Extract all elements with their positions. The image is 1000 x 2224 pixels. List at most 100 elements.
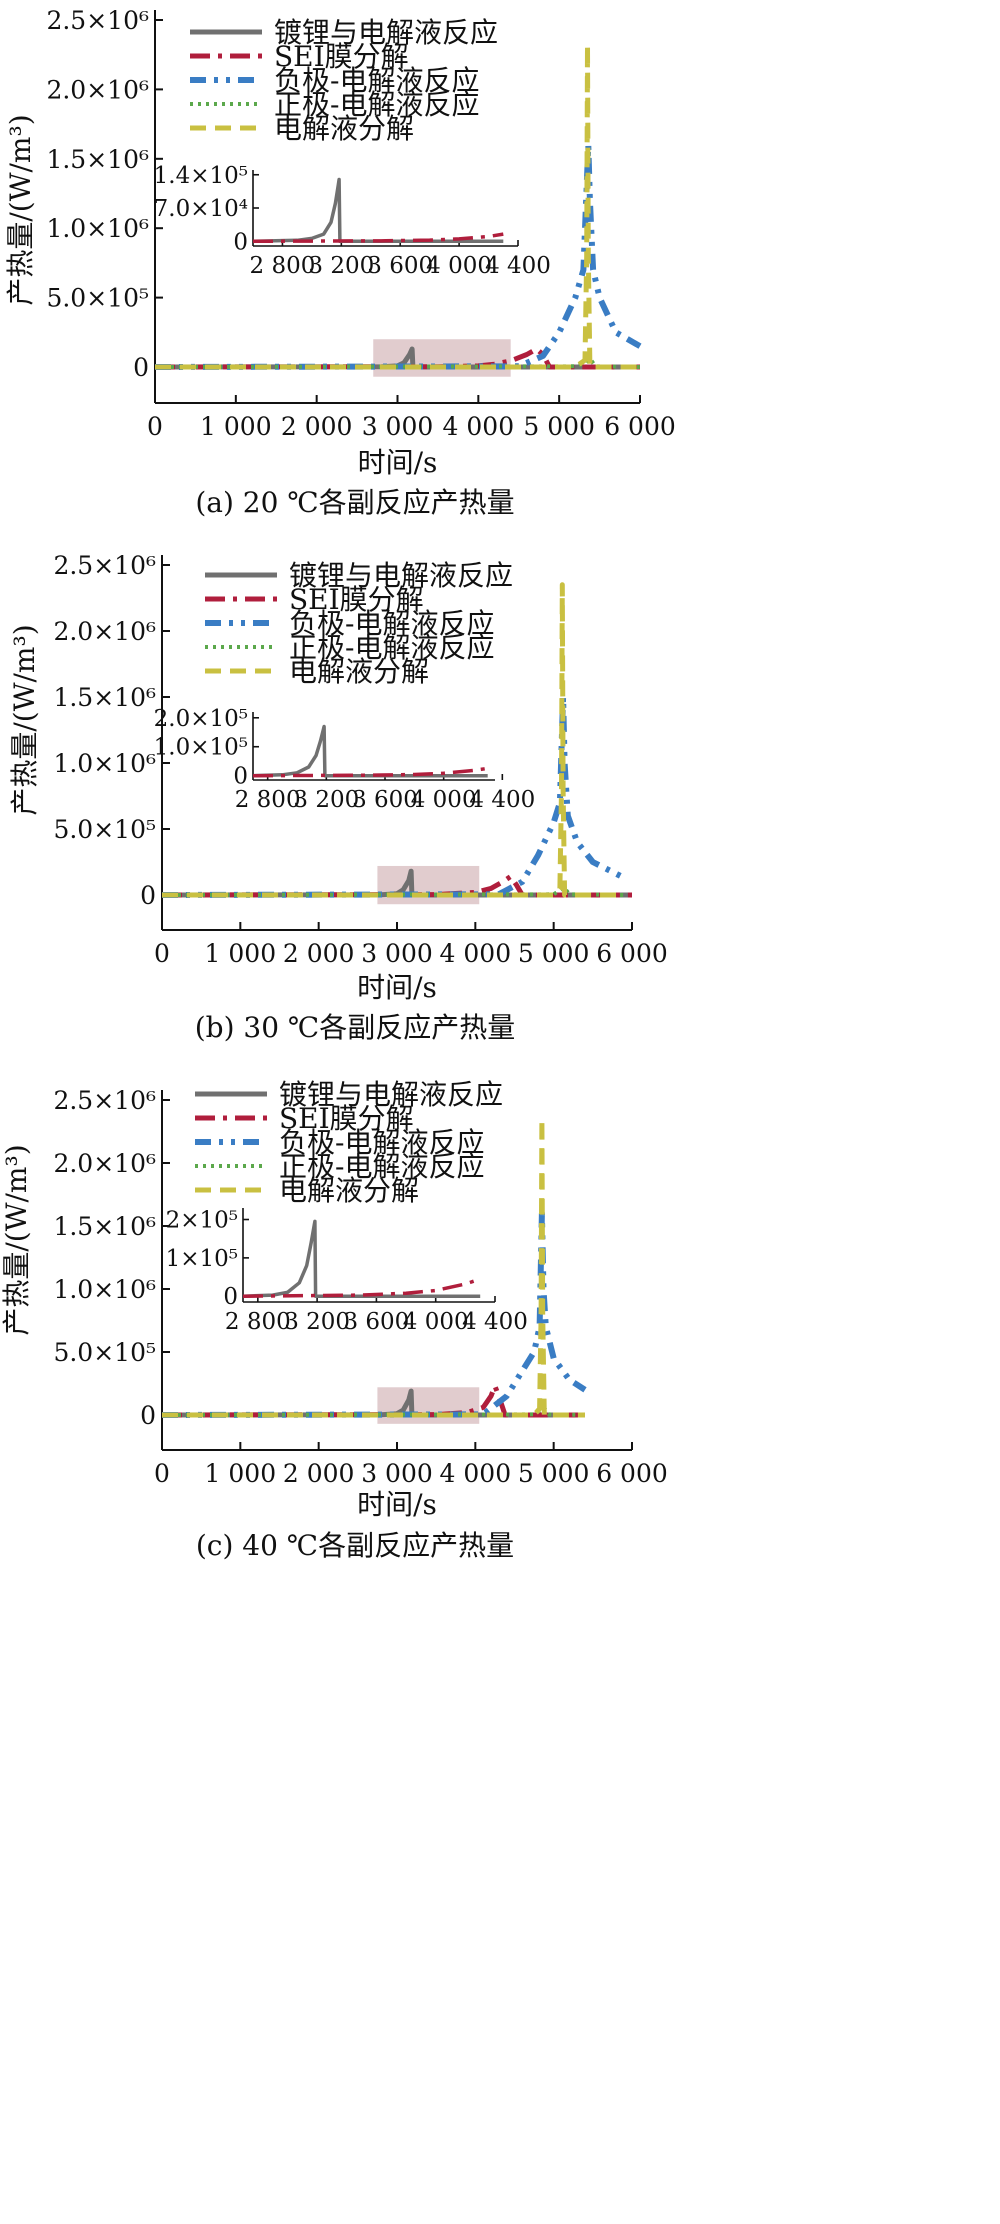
- inset-y-tick-label: 1.0×10⁵: [154, 735, 248, 761]
- x-tick-label: 1 000: [205, 939, 277, 968]
- x-tick-label: 3 000: [361, 939, 433, 968]
- y-axis-title: 产热量/(W/m³): [0, 1144, 33, 1335]
- legend-label-4: 正极-电解液反应: [274, 88, 479, 121]
- figure-caption: (a) 20 ℃各副反应产热量: [195, 486, 514, 519]
- series-line-3: [154, 141, 642, 370]
- y-tick-label: 2.5×10⁶: [53, 1086, 156, 1115]
- x-tick-label: 0: [147, 412, 163, 441]
- series-line-3: [161, 1210, 587, 1418]
- inset-x-tick-label: 4 400: [462, 1309, 528, 1335]
- x-tick-label: 4 000: [440, 939, 512, 968]
- y-tick-label: 5.0×10⁵: [53, 815, 156, 844]
- x-axis-title: 时间/s: [358, 446, 438, 479]
- inset-y-tick-label: 2.0×10⁵: [154, 706, 248, 732]
- y-tick-label: 1.5×10⁶: [53, 683, 156, 712]
- legend-label-5: 电解液分解: [289, 655, 429, 688]
- x-tick-label: 2 000: [283, 939, 355, 968]
- inset-x-tick-label: 3 200: [308, 253, 374, 279]
- inset-y-tick-label: 0: [233, 229, 248, 255]
- inset-x-tick-label: 4 000: [411, 787, 477, 813]
- x-tick-label: 6 000: [596, 939, 668, 968]
- inset-y-tick-label: 2×10⁵: [166, 1208, 238, 1234]
- inset-x-tick-label: 2 800: [235, 787, 301, 813]
- inset-x-tick-label: 3 200: [293, 787, 359, 813]
- y-tick-label: 2.5×10⁶: [53, 551, 156, 580]
- inset-series-line-1: [252, 724, 488, 778]
- inset-series-line-1: [252, 177, 504, 244]
- legend-label-1: 镀锂与电解液反应: [289, 559, 513, 592]
- inset-y-tick-label: 7.0×10⁴: [154, 196, 248, 222]
- x-tick-label: 5 000: [523, 412, 595, 441]
- chart-panel-c: 0 5.0×10⁵ 1.0×10⁶ 1.5×10⁶ 2.0×10⁶ 2.5×10⁶ 0 1 0…: [0, 1078, 668, 1562]
- inset-series-line-2: [242, 1277, 481, 1298]
- legend-label-5: 电解液分解: [274, 112, 414, 145]
- legend-label-1: 镀锂与电解液反应: [274, 16, 498, 49]
- legend-label-1: 镀锂与电解液反应: [279, 1078, 503, 1111]
- inset-series-line-2: [252, 766, 488, 778]
- legend-label-2: SEI膜分解: [274, 40, 409, 73]
- inset-x-tick-label: 2 800: [225, 1309, 291, 1335]
- x-tick-label: 5 000: [518, 1459, 590, 1488]
- x-tick-label: 2 000: [283, 1459, 355, 1488]
- y-tick-label: 1.0×10⁶: [53, 749, 156, 778]
- inset-y-tick-label: 0: [223, 1284, 238, 1310]
- inset-x-tick-label: 4 400: [469, 787, 535, 813]
- y-tick-label: 0: [133, 353, 149, 382]
- x-axis-title: 时间/s: [357, 1488, 437, 1521]
- y-tick-label: 2.0×10⁶: [53, 617, 156, 646]
- inset-y-tick-label: 0: [233, 764, 248, 790]
- y-tick-label: 2.0×10⁶: [53, 1149, 156, 1178]
- x-axis-title: 时间/s: [357, 971, 437, 1004]
- y-tick-label: 2.5×10⁶: [46, 6, 149, 35]
- legend-label-3: 负极-电解液反应: [274, 64, 479, 97]
- inset-x-tick-label: 2 800: [250, 253, 316, 279]
- inset-x-tick-label: 3 600: [343, 1309, 409, 1335]
- x-tick-label: 0: [154, 1459, 170, 1488]
- series-line-5: [155, 42, 640, 370]
- x-tick-label: 3 000: [362, 412, 434, 441]
- legend-label-4: 正极-电解液反应: [289, 631, 494, 664]
- x-tick-label: 3 000: [361, 1459, 433, 1488]
- chart-panel-b: 0 5.0×10⁵ 1.0×10⁶ 1.5×10⁶ 2.0×10⁶ 2.5×10⁶ 0 1 0…: [8, 551, 668, 1044]
- x-tick-label: 6 000: [604, 412, 676, 441]
- inset-x-tick-label: 4 000: [426, 253, 492, 279]
- inset-y-tick-label: 1×10⁵: [166, 1246, 238, 1272]
- highlight-region: [377, 1387, 480, 1424]
- x-tick-label: 0: [154, 939, 170, 968]
- inset-y-tick-label: 1.4×10⁵: [154, 163, 248, 189]
- x-tick-label: 2 000: [281, 412, 353, 441]
- y-tick-label: 1.0×10⁶: [53, 1275, 156, 1304]
- inset-x-tick-label: 4 000: [403, 1309, 469, 1335]
- inset-x-tick-label: 3 600: [352, 787, 418, 813]
- series-line-2: [161, 1383, 585, 1418]
- y-tick-label: 1.0×10⁶: [46, 214, 149, 243]
- legend-label-3: 负极-电解液反应: [279, 1126, 484, 1159]
- legend-label-2: SEI膜分解: [279, 1102, 414, 1135]
- x-tick-label: 6 000: [596, 1459, 668, 1488]
- x-tick-label: 4 000: [443, 412, 515, 441]
- legend-label-5: 电解液分解: [279, 1174, 419, 1207]
- figure-caption: (b) 30 ℃各副反应产热量: [195, 1011, 516, 1044]
- inset-series-line-2: [252, 232, 504, 244]
- x-tick-label: 4 000: [440, 1459, 512, 1488]
- y-tick-label: 0: [140, 1401, 156, 1430]
- y-tick-label: 2.0×10⁶: [46, 75, 149, 104]
- x-tick-label: 1 000: [205, 1459, 277, 1488]
- inset-x-tick-label: 3 200: [284, 1309, 350, 1335]
- x-tick-label: 1 000: [200, 412, 272, 441]
- inset-x-tick-label: 4 400: [485, 253, 551, 279]
- series-line-5: [162, 582, 625, 898]
- y-tick-label: 1.5×10⁶: [46, 145, 149, 174]
- legend-label-4: 正极-电解液反应: [279, 1150, 484, 1183]
- y-tick-label: 5.0×10⁵: [46, 284, 149, 313]
- chart-panel-a: 0 5.0×10⁵ 1.0×10⁶ 1.5×10⁶ 2.0×10⁶ 2.5×10⁶ 0 1 0…: [4, 6, 676, 519]
- x-tick-label: 5 000: [518, 939, 590, 968]
- highlight-region: [373, 339, 511, 377]
- legend-label-2: SEI膜分解: [289, 583, 424, 616]
- y-tick-label: 1.5×10⁶: [53, 1212, 156, 1241]
- inset-x-tick-label: 3 600: [367, 253, 433, 279]
- legend-label-3: 负极-电解液反应: [289, 607, 494, 640]
